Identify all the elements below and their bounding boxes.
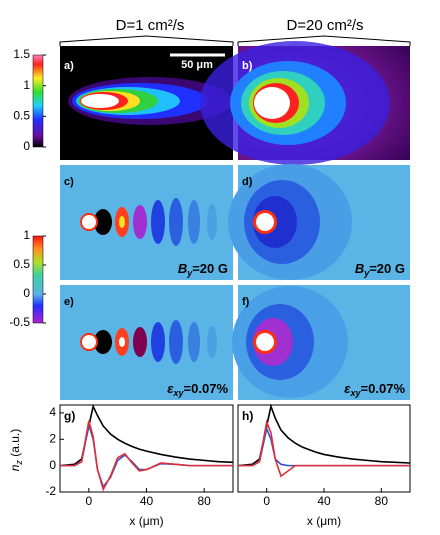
colorbar-tick-label: 1 [23, 78, 30, 92]
text: =0.07% [184, 381, 229, 396]
column-header: D=20 cm²/s [286, 17, 363, 34]
subscript: xy [173, 388, 185, 398]
symbol: ε [344, 381, 351, 396]
colorbar-tick-label: 0.5 [13, 109, 30, 123]
x-tick-label: 40 [140, 494, 154, 508]
colorbar-tick-label: 1 [23, 228, 30, 242]
panel-label: g) [64, 409, 75, 423]
subscript: z [14, 460, 24, 466]
annotation: εxy=0.07% [344, 381, 405, 398]
panel-label: c) [64, 176, 74, 188]
x-tick-label: 0 [85, 494, 92, 508]
colorbar-tick-label: 0 [23, 139, 30, 153]
symbol: B [355, 261, 364, 276]
text: (a.u.) [8, 429, 22, 460]
heatmap-e [60, 285, 233, 400]
panel-label: h) [242, 409, 253, 423]
subscript: y [363, 268, 370, 278]
symbol: n [8, 464, 22, 471]
symbol: ε [167, 381, 174, 396]
annotation: εxy=0.07% [167, 381, 228, 398]
bracket [59, 35, 234, 46]
x-tick-label: 0 [263, 494, 270, 508]
x-tick-label: 40 [317, 494, 331, 508]
heatmap-c [60, 165, 233, 280]
text: =0.07% [361, 381, 406, 396]
text: =20 G [369, 261, 405, 276]
colorbar [32, 54, 44, 148]
annotation: nz (a.u.) [8, 429, 24, 472]
panel-label: f) [242, 296, 250, 308]
y-tick-label: 0 [49, 458, 56, 472]
colorbar [32, 235, 44, 324]
bracket [237, 35, 411, 46]
panel-label: e) [64, 296, 74, 308]
scale-bar-label: 50 μm [181, 59, 213, 71]
y-tick-label: 2 [49, 431, 56, 445]
line [60, 420, 233, 492]
subscript: xy [350, 388, 362, 398]
annotation: By=20 G [355, 261, 405, 278]
x-axis-label: x (μm) [129, 514, 163, 528]
heatmap-d [228, 164, 410, 280]
heatmap-b [200, 41, 410, 165]
panel-label: a) [64, 60, 74, 72]
symbol: B [178, 261, 187, 276]
annotation: By=20 G [178, 261, 228, 278]
colorbar-tick-label: 0 [23, 286, 30, 300]
colorbar-tick-label: 0.5 [13, 257, 30, 271]
heatmap-f [232, 285, 410, 400]
colorbar-tick-label: -0.5 [9, 315, 30, 329]
x-axis-label: x (μm) [307, 514, 341, 528]
x-tick-label: 80 [375, 494, 389, 508]
panel-label: d) [242, 176, 253, 188]
column-header: D=1 cm²/s [116, 17, 185, 34]
panel-label: b) [242, 60, 253, 72]
plot-frame [237, 404, 411, 493]
plot-frame [59, 404, 234, 493]
x-tick-label: 80 [197, 494, 211, 508]
text: =20 G [192, 261, 228, 276]
line [238, 419, 410, 478]
y-tick-label: 4 [49, 405, 56, 419]
heatmap-a [60, 46, 233, 160]
colorbar-tick-label: 1.5 [13, 47, 30, 61]
subscript: y [186, 268, 193, 278]
y-tick-label: -2 [45, 484, 56, 498]
